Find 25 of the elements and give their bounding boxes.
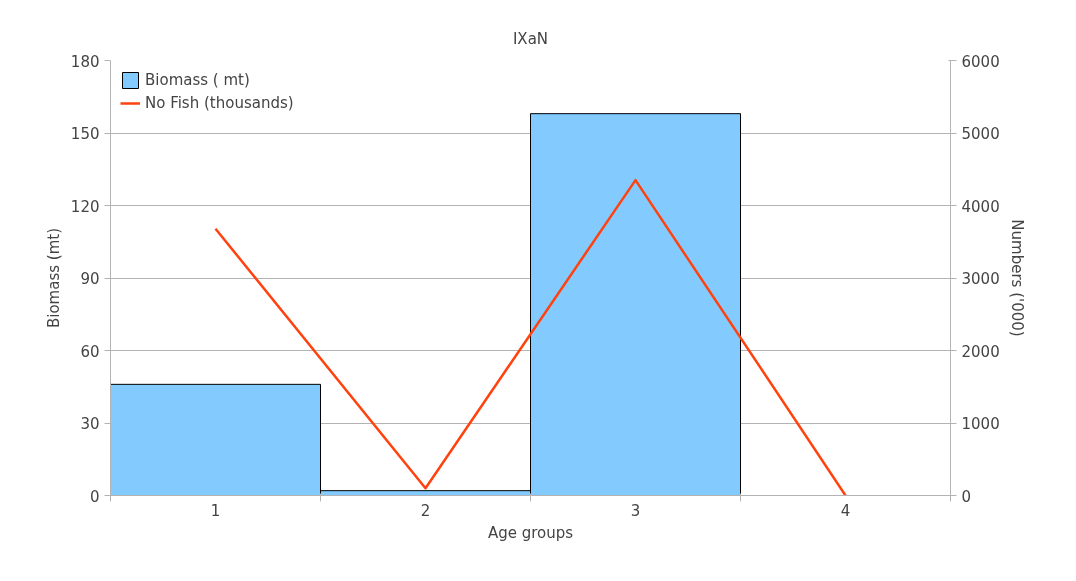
y-tick-label: 90 [80,270,100,288]
chart-title: IXaN [512,30,549,48]
y-tick-label: 60 [80,342,100,361]
y2-tick-label: 4000 [961,197,1000,216]
y2-tick-label: 0 [961,487,972,506]
y-tick-label: 120 [70,197,100,216]
y2-tick-label: 1000 [961,415,1000,433]
y-tick-label: 0 [89,487,100,506]
x-axis-title: Age groups [487,523,574,542]
y2-axis-title: Numbers ('000) [1007,219,1026,337]
x-tick-label: 1 [210,501,221,520]
y-axis-title: Biomass (mt) [44,227,63,329]
y-tick-label: 150 [70,125,100,143]
legend-label: Biomass ( mt) [145,71,250,89]
line-series [214,178,847,496]
x-tick-label: 4 [840,501,851,520]
y2-tick-label: 3000 [961,270,1000,288]
y-tick-label: 180 [70,52,100,71]
y2-tick-label: 6000 [961,52,1000,71]
x-tick-label: 3 [630,501,641,520]
x-tick-label: 2 [420,501,431,520]
legend-label: No Fish (thousands) [145,94,294,112]
y2-tick-label: 2000 [961,342,1000,361]
y-tick-label: 30 [80,415,100,433]
y2-tick-label: 5000 [961,125,1000,143]
